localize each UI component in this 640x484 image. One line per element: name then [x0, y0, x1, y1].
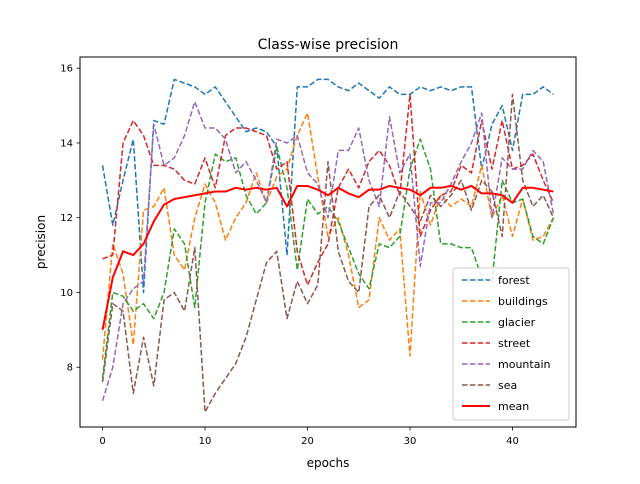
- x-axis: 0 10 20 30 40: [99, 427, 519, 447]
- y-tick-label: 12: [60, 213, 73, 224]
- y-tick-label: 10: [60, 288, 73, 299]
- x-tick-label: 40: [506, 436, 519, 447]
- y-axis: 8 10 12 14 16: [60, 64, 80, 374]
- chart-title: Class-wise precision: [258, 37, 399, 53]
- series-line-mean: [101, 184, 554, 331]
- legend-label-mountain: mountain: [498, 358, 550, 371]
- series-line-mountain: [101, 101, 555, 402]
- series-line-street: [102, 93, 555, 286]
- legend-label-glacier: glacier: [498, 316, 536, 329]
- legend-label-forest: forest: [498, 274, 530, 287]
- y-axis-label: precision: [34, 215, 48, 269]
- legend-box: [452, 267, 570, 421]
- x-tick-label: 0: [99, 436, 105, 447]
- legend-label-sea: sea: [498, 379, 517, 392]
- legend-label-buildings: buildings: [498, 295, 548, 308]
- x-tick-label: 20: [301, 436, 314, 447]
- y-tick-label: 14: [60, 138, 73, 149]
- y-tick-label: 16: [60, 64, 73, 75]
- legend-label-mean: mean: [498, 400, 529, 413]
- x-tick-label: 30: [404, 436, 417, 447]
- x-tick-label: 10: [199, 436, 212, 447]
- axes-frame: [79, 56, 577, 428]
- legend: forest buildings glacier street mountain sea m…: [452, 267, 570, 421]
- series-line-buildings: [101, 112, 555, 360]
- legend-label-street: street: [498, 337, 531, 350]
- x-axis-label: epochs: [307, 456, 350, 470]
- y-tick-label: 8: [67, 363, 73, 374]
